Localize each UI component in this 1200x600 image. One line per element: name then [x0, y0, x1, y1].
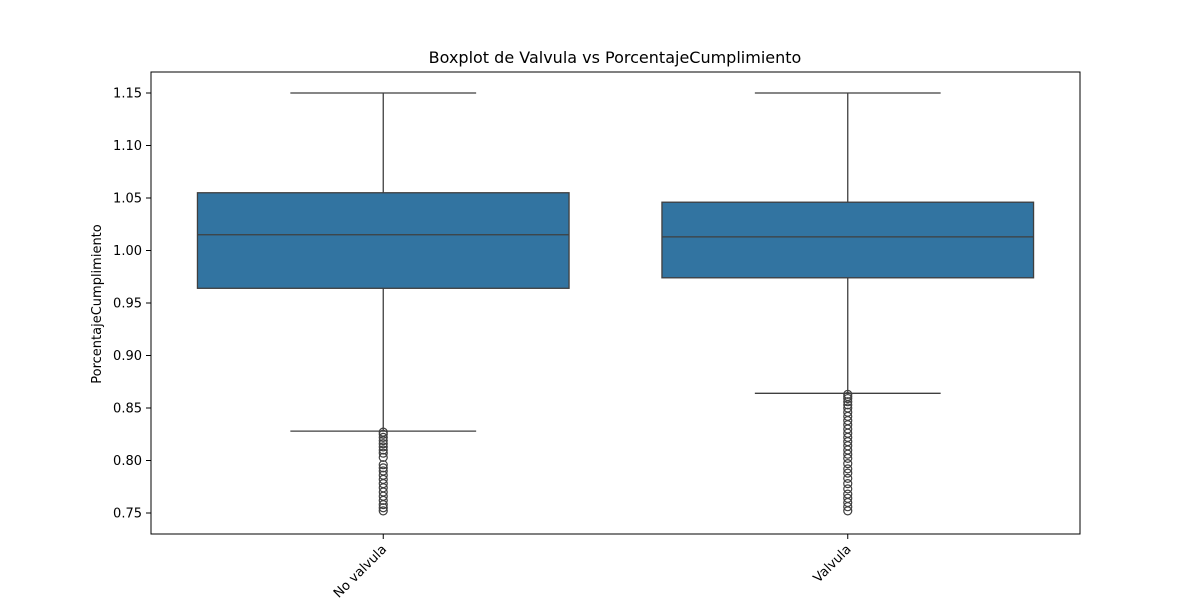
plot-frame [150, 71, 1081, 535]
outlier-point [378, 466, 388, 476]
y-tick-label: 1.05 [113, 192, 142, 207]
y-axis-label: PorcentajeCumplimiento [90, 224, 105, 384]
outlier-point [843, 389, 853, 399]
outlier-point [843, 473, 853, 483]
iqr-box [196, 192, 570, 289]
outlier-point [378, 442, 388, 452]
iqr-box [661, 201, 1035, 279]
outlier-point [843, 468, 853, 478]
outlier-point [378, 452, 388, 462]
outlier-point [843, 403, 853, 413]
x-tick-label: No valvula [331, 542, 390, 600]
y-tick-label: 0.80 [113, 454, 142, 469]
outlier-point [378, 470, 388, 480]
outlier-point [843, 397, 853, 407]
outlier-point [843, 459, 853, 469]
outlier-point [378, 503, 388, 513]
box-group-no-valvula [196, 92, 570, 516]
y-tick-label: 0.95 [113, 297, 142, 312]
plot-layer: 0.75 0.80 0.85 0.90 0.95 1.00 1.05 1.10 1.15 No v… [113, 87, 1035, 600]
y-tick-label: 1.10 [113, 139, 142, 154]
outlier-point [843, 489, 853, 499]
chart-title: Boxplot de Valvula vs PorcentajeCumplimi… [429, 48, 802, 67]
outlier-point [843, 464, 853, 474]
outlier-point [378, 448, 388, 458]
outlier-point [378, 445, 388, 455]
outlier-point [378, 506, 388, 516]
outlier-point [843, 407, 853, 417]
y-tick-label: 1.00 [113, 244, 142, 259]
y-tick-label: 1.15 [113, 87, 142, 102]
box-group-valvula [661, 92, 1035, 516]
y-tick-label: 0.75 [113, 507, 142, 522]
outlier-point [843, 484, 853, 494]
outlier-point [843, 493, 853, 503]
outlier-point [378, 427, 388, 437]
outlier-point [843, 479, 853, 489]
outlier-point [378, 460, 388, 470]
y-tick-label: 0.85 [113, 402, 142, 417]
outlier-point [378, 439, 388, 449]
x-tick-label: Valvula [811, 542, 855, 586]
y-tick-label: 0.90 [113, 349, 142, 364]
outlier-point [378, 463, 388, 473]
outlier-point [378, 432, 388, 442]
